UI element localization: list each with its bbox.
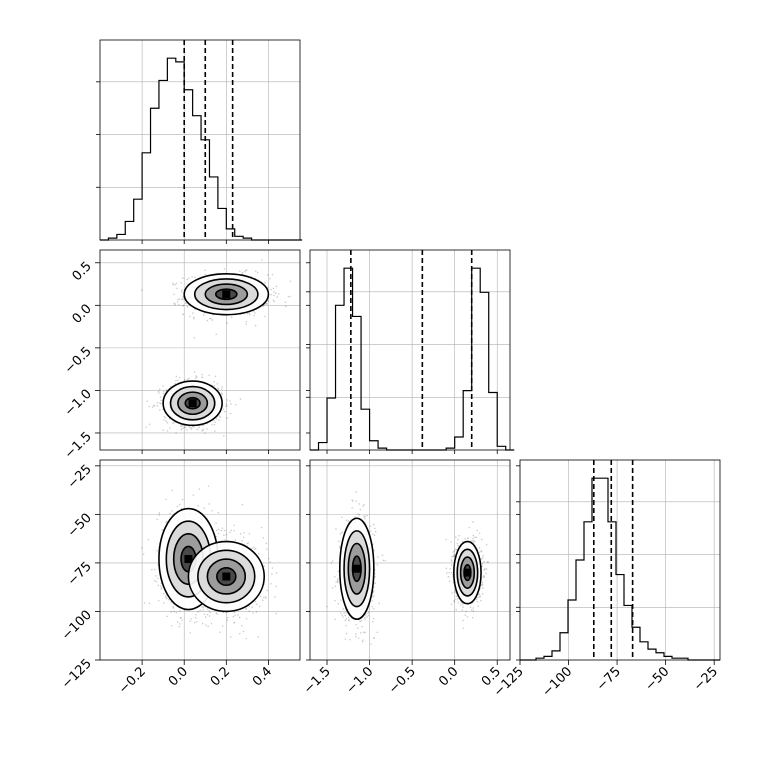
hist-panel-2 — [516, 459, 721, 661]
hist-panel-background — [520, 460, 720, 660]
y-tick-label: −125 — [59, 656, 95, 692]
scatter-panel-frame — [99, 249, 301, 451]
hist-panel-0 — [96, 39, 303, 241]
hist-panel-background — [310, 250, 510, 450]
x-tick-label: 0.2 — [208, 664, 233, 689]
density-peak-bin — [188, 399, 197, 408]
hist-panel-frame — [309, 249, 511, 451]
density-peak-bin — [352, 564, 361, 573]
density-peak-bin — [222, 572, 231, 581]
hist-panel-background — [100, 40, 300, 240]
y-tick-label: −0.5 — [62, 344, 95, 377]
density-peak-bin — [463, 568, 472, 577]
y-tick-label: −50 — [65, 511, 95, 541]
y-tick-label: −75 — [65, 559, 95, 589]
y-tick-label: −25 — [65, 462, 95, 492]
x-tick-label: −1.5 — [301, 664, 334, 697]
x-tick-label: −25 — [691, 664, 721, 694]
scatter-panel-0-2 — [99, 459, 301, 661]
x-tick-label: −0.5 — [386, 664, 419, 697]
x-tick-label: 0.0 — [436, 664, 461, 689]
y-tick-label: −1.5 — [62, 429, 95, 462]
scatter-panel-frame — [99, 459, 301, 661]
hist-panel-1 — [306, 249, 515, 451]
y-tick-label: 0.0 — [70, 302, 95, 327]
scatter-panel-frame — [309, 459, 511, 661]
histogram-step — [100, 57, 303, 241]
scatter-panel-1-2 — [309, 459, 511, 661]
hist-panel-frame — [519, 459, 721, 661]
x-tick-label: −100 — [540, 664, 576, 700]
x-tick-label: 0.0 — [166, 664, 191, 689]
histogram-step — [520, 477, 720, 661]
x-tick-label: −1.0 — [343, 664, 376, 697]
x-tick-label: −50 — [642, 664, 672, 694]
y-tick-label: −100 — [59, 608, 95, 644]
x-tick-label: 0.4 — [250, 664, 275, 689]
density-peak-bin — [222, 290, 231, 299]
hist-panel-frame — [99, 39, 301, 241]
scatter-panel-0-1 — [99, 249, 301, 451]
x-tick-label: −75 — [594, 664, 624, 694]
y-tick-label: 0.5 — [70, 259, 95, 284]
density-peak-bin — [184, 555, 193, 564]
y-tick-label: −1.0 — [62, 387, 95, 420]
x-tick-label: −0.2 — [116, 664, 149, 697]
